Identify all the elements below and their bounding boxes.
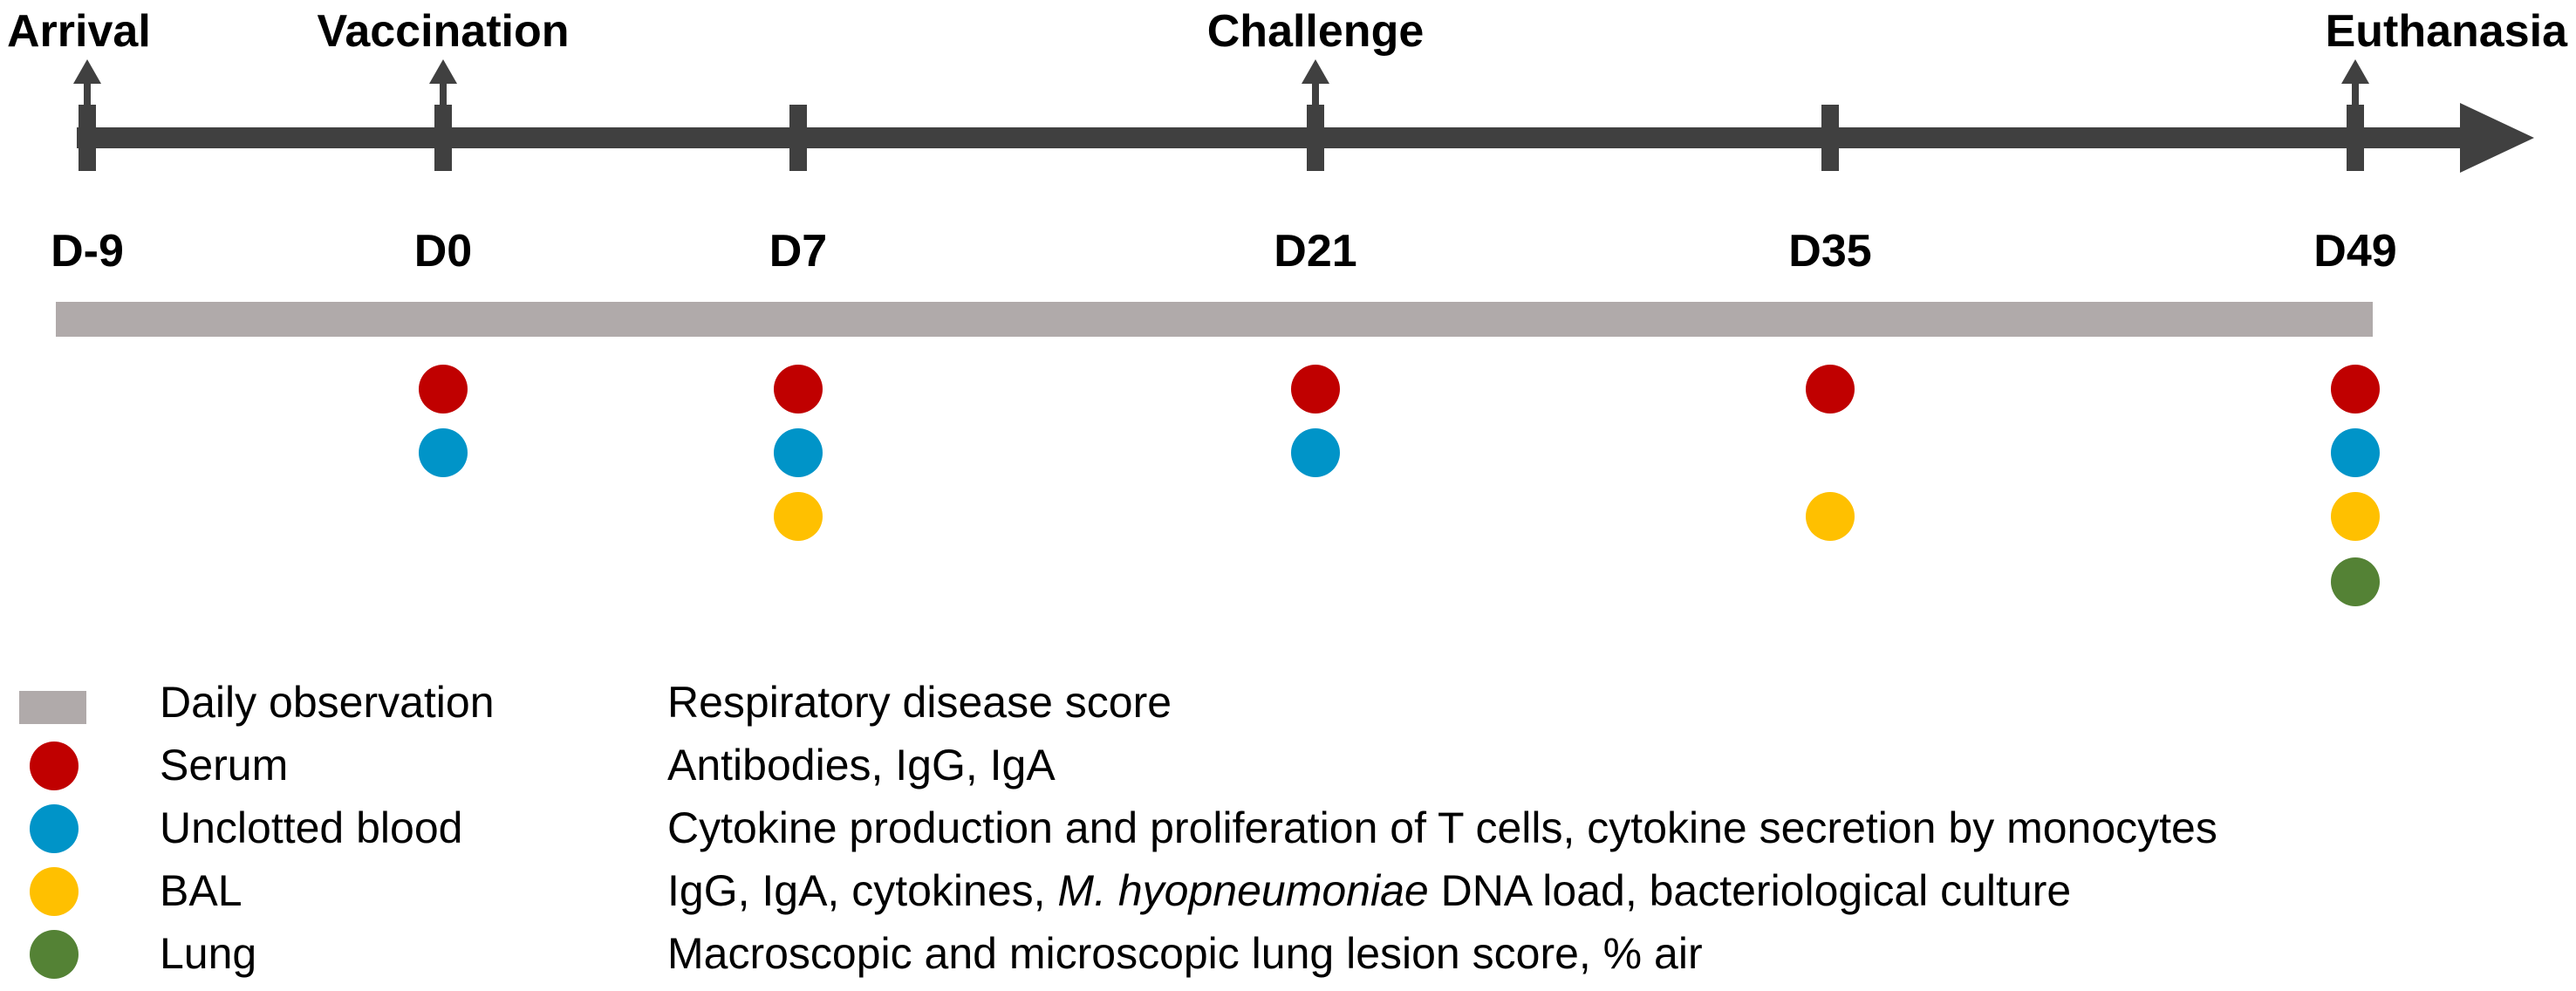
timeline-diagram (56, 59, 2534, 606)
legend-sample-label: Unclotted blood (160, 803, 463, 852)
sample-dot-bal (2331, 492, 2380, 541)
sampling-dots (419, 365, 2380, 606)
timeline-ticks (79, 105, 2364, 171)
legend-measure-label: Respiratory disease score (667, 678, 1172, 727)
legend-dot-marker (30, 930, 79, 979)
event-arrow-head (429, 59, 457, 84)
day-label: D0 (413, 226, 473, 277)
sample-dot-serum (2331, 365, 2380, 413)
timeline-tick (1821, 105, 1839, 171)
legend-row-observation: Daily observation Respiratory disease sc… (0, 672, 2576, 733)
timeline-axis (77, 103, 2534, 173)
day-label: D-9 (51, 226, 124, 277)
legend-sample-label: Serum (160, 741, 289, 789)
event-label: Arrival (7, 6, 151, 57)
sample-dot-serum (419, 365, 468, 413)
legend-dot-marker (30, 804, 79, 853)
day-label: D35 (1788, 226, 1872, 277)
legend-measure-label: Macroscopic and microscopic lung lesion … (667, 929, 1703, 978)
timeline-tick (2347, 105, 2364, 171)
day-label: D49 (2313, 226, 2397, 277)
day-label: D21 (1274, 226, 1357, 277)
legend-measure-label: Antibodies, IgG, IgA (667, 741, 1056, 789)
sample-dot-serum (1291, 365, 1340, 413)
measure-part: IgG, IgA, cytokines, (667, 866, 1058, 915)
legend-row-bal: BAL IgG, IgA, cytokines, M. hyopneumonia… (0, 860, 2576, 921)
event-label: Vaccination (317, 6, 570, 57)
legend-measure-label: IgG, IgA, cytokines, M. hyopneumoniae DN… (667, 860, 2071, 921)
legend-sample-label: Lung (160, 929, 257, 978)
event-arrow-shaft (1312, 80, 1319, 106)
sample-dot-bal (774, 492, 823, 541)
sample-dot-unclotted-blood (419, 428, 468, 477)
timeline-tick (434, 105, 452, 171)
event-arrow-shaft (440, 80, 447, 106)
event-arrow-shaft (84, 80, 91, 106)
event-arrow-head (2341, 59, 2369, 84)
timeline-tick (789, 105, 807, 171)
sample-dot-lung (2331, 557, 2380, 606)
timeline-tick (79, 105, 96, 171)
legend-dot-marker (30, 742, 79, 790)
legend-bar-marker (19, 691, 86, 724)
daily-observation-bar (56, 302, 2373, 337)
legend-dot-marker (30, 867, 79, 916)
legend-sample-label: Daily observation (160, 678, 495, 727)
species-name: M. hyopneumoniae (1057, 866, 1429, 915)
measure-part: DNA load, bacteriological culture (1428, 866, 2072, 915)
axis-arrowhead (2460, 103, 2534, 173)
legend-row-lung: Lung Macroscopic and microscopic lung le… (0, 923, 2576, 984)
day-label: D7 (769, 226, 828, 277)
sample-dot-unclotted-blood (2331, 428, 2380, 477)
timeline-tick (1307, 105, 1324, 171)
sample-dot-bal (1806, 492, 1855, 541)
legend-sample-label: BAL (160, 866, 243, 915)
legend-row-unclotted-blood: Unclotted blood Cytokine production and … (0, 797, 2576, 858)
axis-line (77, 127, 2476, 148)
sample-dot-serum (774, 365, 823, 413)
event-arrow-shaft (2352, 80, 2359, 106)
sample-dot-serum (1806, 365, 1855, 413)
event-arrow-head (73, 59, 101, 84)
sample-dot-unclotted-blood (774, 428, 823, 477)
event-label: Challenge (1206, 6, 1425, 57)
legend-measure-label: Cytokine production and proliferation of… (667, 803, 2217, 852)
event-label: Euthanasia (2325, 6, 2567, 57)
event-arrows (73, 59, 2369, 106)
legend-row-serum: Serum Antibodies, IgG, IgA (0, 735, 2576, 796)
event-arrow-head (1302, 59, 1329, 84)
sample-dot-unclotted-blood (1291, 428, 1340, 477)
